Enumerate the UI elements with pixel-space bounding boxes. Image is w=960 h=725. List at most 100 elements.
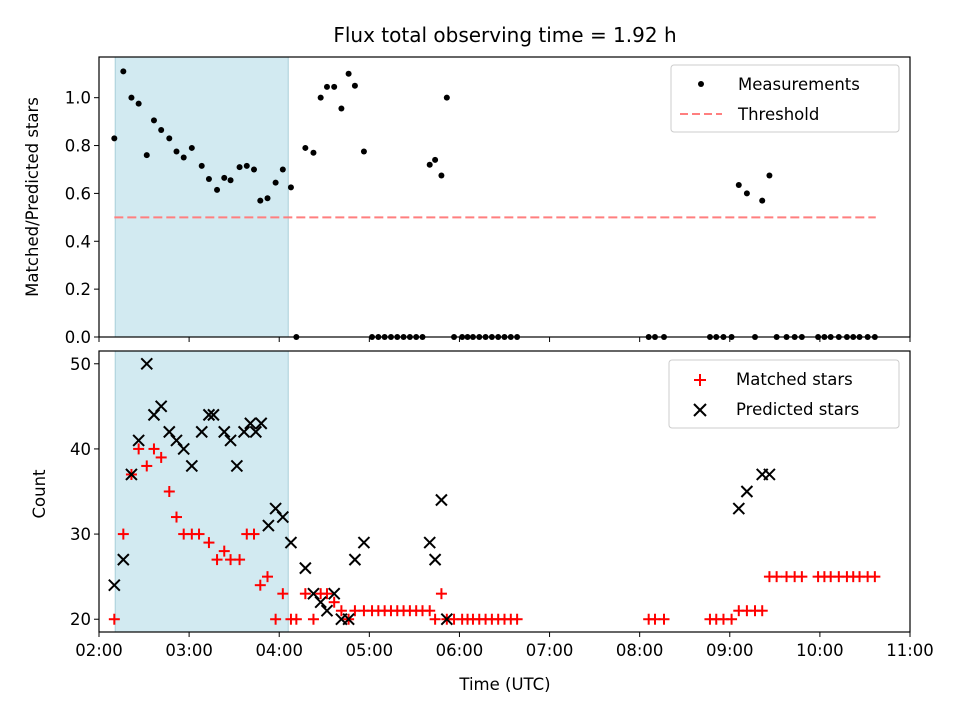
predicted-star-stroke	[740, 485, 754, 498]
matched-star-point	[234, 554, 246, 566]
bottom-y-tick-label: 50	[70, 355, 91, 374]
matched-star-point	[771, 571, 783, 583]
measurement-point	[128, 94, 135, 101]
measurement-point	[173, 148, 180, 155]
matched-star-point	[796, 571, 808, 583]
predicted-star-point	[435, 493, 448, 507]
predicted-star-stroke	[202, 408, 216, 422]
bottom-panel: 20 30 40 50 02:00 03:00 04:00 05:00 06:00 07:00 08…	[70, 350, 934, 660]
matched-star-point	[756, 605, 768, 617]
top-y-tick-label: 0.2	[65, 280, 91, 299]
predicted-star-point	[224, 434, 237, 447]
measurement-point	[443, 94, 450, 101]
bottom-x-tick-label: 08:00	[616, 641, 664, 660]
predicted-star-stroke	[207, 408, 220, 422]
predicted-star-point	[202, 408, 216, 422]
measurement-point	[250, 166, 257, 173]
matched-star-point	[155, 451, 167, 463]
predicted-star-stroke	[170, 434, 183, 447]
measurement-point	[302, 144, 309, 151]
matched-star-point	[254, 579, 266, 591]
top-y-tick-label: 0.8	[65, 137, 91, 156]
bottom-y-axis-label: Count	[30, 469, 49, 519]
measurement-point	[227, 177, 234, 184]
matched-star-point	[148, 443, 160, 455]
predicted-star-point	[125, 468, 138, 481]
predicted-star-point	[732, 502, 745, 515]
bottom-x-tick-label: 03:00	[165, 641, 213, 660]
predicted-star-stroke	[299, 561, 312, 575]
top-y-tick-label: 0.4	[65, 232, 91, 251]
predicted-star-stroke	[230, 459, 244, 473]
matched-star-point	[429, 613, 441, 625]
matched-star-point	[163, 486, 175, 497]
measurement-point	[287, 184, 294, 191]
measurement-point	[310, 149, 317, 156]
measurement-point	[317, 94, 324, 101]
measurement-point	[345, 70, 352, 77]
measurement-point	[198, 162, 205, 169]
predicted-star-point	[357, 536, 371, 549]
predicted-star-stroke	[435, 493, 448, 507]
predicted-star-stroke	[357, 536, 371, 549]
predicted-star-point	[740, 485, 754, 498]
matched-star-point	[170, 511, 182, 523]
legend-marker-matched	[694, 374, 706, 386]
bottom-x-tick-label: 06:00	[436, 641, 484, 660]
predicted-star-point	[108, 578, 121, 592]
matched-star-point	[108, 613, 120, 625]
predicted-star-point	[254, 417, 268, 430]
measurement-point	[432, 156, 439, 163]
predicted-star-point	[117, 553, 130, 566]
bottom-x-tick-label: 04:00	[255, 641, 303, 660]
bottom-x-tick-label: 11:00	[886, 641, 934, 660]
predicted-star-point	[230, 459, 244, 473]
measurement-point	[743, 190, 750, 197]
predicted-star-stroke	[125, 468, 138, 481]
measurement-point	[735, 182, 742, 189]
top-chart-title: Flux total observing time = 1.92 h	[333, 23, 676, 47]
top-shaded-interval	[114, 56, 289, 338]
predicted-star-stroke	[262, 519, 275, 532]
measurement-point	[323, 83, 330, 90]
matched-star-point	[299, 588, 311, 600]
measurement-point	[272, 179, 279, 186]
predicted-star-stroke	[140, 357, 153, 370]
predicted-star-stroke	[237, 425, 251, 439]
predicted-star-stroke	[185, 459, 199, 473]
predicted-star-stroke	[254, 417, 268, 430]
measurement-point	[426, 161, 433, 168]
top-legend-box	[670, 64, 900, 133]
predicted-star-stroke	[423, 536, 436, 549]
predicted-star-stroke	[218, 425, 231, 439]
bottom-y-tick-label: 20	[70, 610, 91, 629]
matched-star-point	[321, 588, 333, 600]
predicted-star-stroke	[307, 587, 320, 600]
predicted-star-stroke	[249, 425, 263, 439]
measurement-point	[221, 174, 228, 181]
measurement-point	[166, 135, 173, 142]
measurement-point	[438, 172, 445, 179]
predicted-star-point	[185, 459, 199, 473]
bottom-legend: Matched stars Predicted stars	[668, 359, 900, 429]
predicted-star-stroke	[732, 502, 745, 515]
matched-star-point	[511, 613, 523, 625]
predicted-star-point	[218, 425, 231, 439]
predicted-star-point	[348, 553, 362, 566]
predicted-star-stroke	[284, 536, 298, 549]
predicted-star-stroke	[132, 434, 145, 447]
measurement-point	[214, 186, 221, 193]
measurement-point	[135, 100, 142, 107]
top-y-tick-label: 1.0	[65, 89, 91, 108]
predicted-star-stroke	[224, 434, 237, 447]
measurement-point	[188, 144, 195, 151]
measurement-point	[236, 164, 243, 171]
predicted-star-point	[276, 510, 290, 524]
bottom-x-tick-label: 02:00	[75, 641, 123, 660]
legend-marker-predicted	[693, 403, 707, 417]
predicted-star-point	[327, 587, 341, 600]
predicted-star-point	[244, 417, 257, 430]
matched-star-point	[193, 528, 205, 540]
predicted-star-point	[320, 604, 334, 617]
predicted-star-stroke	[348, 553, 362, 566]
